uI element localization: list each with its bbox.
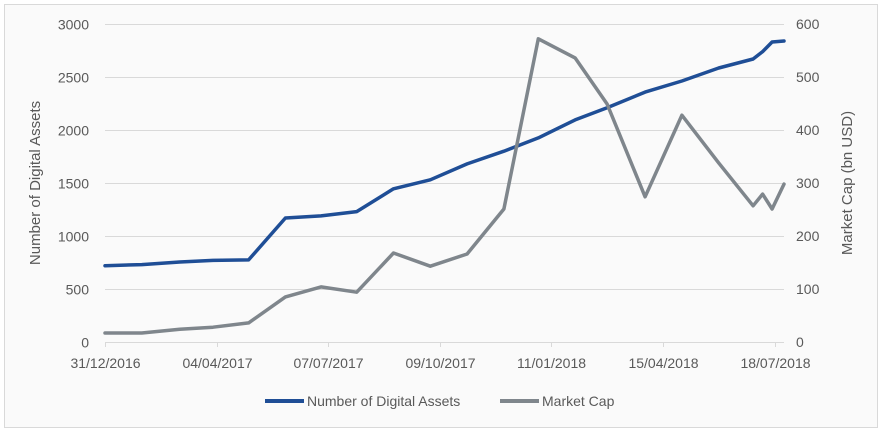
- series-line-digital-assets: [103, 39, 786, 268]
- y-tick-label: 0: [81, 335, 89, 351]
- y2-tick-label: 100: [796, 281, 820, 297]
- legend-label-market-cap: Market Cap: [542, 393, 615, 409]
- y2-tick-label: 200: [796, 228, 820, 244]
- x-tick-label: 18/07/2018: [740, 355, 810, 371]
- y-tick-label: 500: [66, 282, 90, 298]
- y-tick-label: 1000: [58, 229, 89, 245]
- x-tick-label: 31/12/2016: [70, 355, 140, 371]
- x-axis: 31/12/2016 04/04/2017 07/07/2017 09/10/2017…: [70, 342, 811, 371]
- x-tick-label: 07/07/2017: [293, 355, 363, 371]
- y2-tick-label: 0: [796, 334, 804, 350]
- x-tick-label: 15/04/2018: [628, 355, 698, 371]
- y2-tick-label: 600: [796, 16, 820, 32]
- x-tick-label: 09/10/2017: [405, 355, 475, 371]
- gridlines: [105, 24, 784, 343]
- y2-tick-label: 500: [796, 69, 820, 85]
- y-axis-right: 0 100 200 300 400 500 600: [796, 16, 820, 350]
- x-tick-label: 04/04/2017: [182, 355, 252, 371]
- y-tick-label: 3000: [58, 17, 89, 33]
- y2-tick-label: 300: [796, 175, 820, 191]
- x-tick-label: 11/01/2018: [517, 355, 586, 371]
- y2-axis-title: Market Cap (bn USD): [839, 111, 856, 255]
- y-tick-label: 2000: [58, 123, 89, 139]
- y-axis-title: Number of Digital Assets: [27, 101, 44, 265]
- y-tick-label: 2500: [58, 70, 89, 86]
- legend: Number of Digital Assets Market Cap: [265, 393, 615, 409]
- series-lines: [103, 37, 786, 335]
- y2-tick-label: 400: [796, 122, 820, 138]
- series-line-market-cap: [103, 37, 786, 335]
- legend-label-digital-assets: Number of Digital Assets: [307, 393, 460, 409]
- chart-frame: [4, 4, 878, 428]
- y-tick-label: 1500: [58, 176, 89, 192]
- y-axis-left: 0 500 1000 1500 2000 2500 3000: [58, 17, 89, 351]
